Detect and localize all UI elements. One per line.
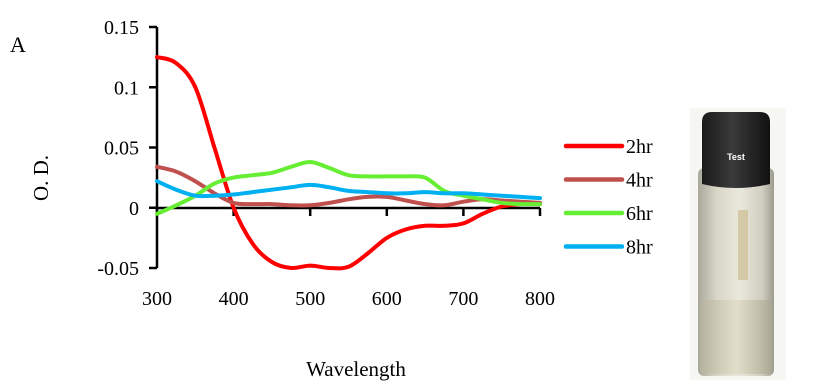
x-tick-label: 700 [448,288,478,310]
x-tick-label: 600 [372,288,402,310]
y-tick-label: 0.15 [104,17,139,39]
vial-liquid [700,300,772,374]
panel-label: A [10,32,26,57]
x-tick-label: 400 [219,288,249,310]
y-tick-label: 0 [129,198,139,220]
x-axis-title: Wavelength [306,357,406,381]
y-tick-label: 0.1 [114,77,139,99]
legend-label-8hr: 8hr [626,237,653,259]
y-axis-title: O. D. [29,155,53,201]
legend: 2hr 4hr 6hr 8hr [563,136,653,259]
series-line-6hr [155,160,542,216]
legend-label-4hr: 4hr [626,170,653,192]
vial-cap-label: Test [727,152,745,162]
series-lines [155,55,542,271]
x-tick-label: 500 [295,288,325,310]
y-tick-label: -0.05 [97,258,139,280]
legend-label-6hr: 6hr [626,203,653,225]
vial-photo: Test [690,108,786,380]
vial-cap [702,112,770,188]
series-line-8hr [155,179,542,201]
series-line-2hr [155,55,542,271]
x-tick-label: 300 [142,288,172,310]
vial-printed-marking [738,210,748,280]
y-tick-label: 0.05 [104,138,139,160]
legend-label-2hr: 2hr [626,136,653,158]
x-tick-label: 800 [525,288,555,310]
